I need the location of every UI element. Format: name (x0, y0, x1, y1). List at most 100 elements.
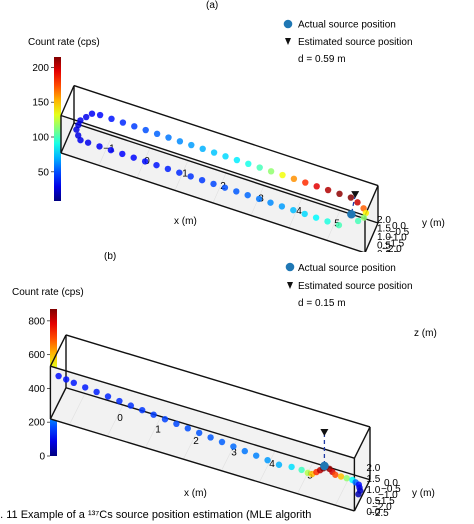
b-estimated-source-marker (320, 428, 329, 436)
b-floor-grid (69, 393, 86, 425)
a-trajectory-point (324, 218, 331, 225)
b-box-edge (353, 426, 371, 459)
b-colorbar-tick-label: 200 (28, 418, 45, 429)
a-trajectory-point (255, 195, 263, 203)
b-trajectory-point (70, 379, 78, 387)
a-trajectory-point (198, 176, 206, 184)
a-trajectory-point (199, 145, 206, 152)
b-trajectory-point (82, 384, 89, 391)
b-trajectory-point (288, 463, 295, 471)
a-box-edge (60, 114, 366, 217)
a-floor-grid (326, 210, 341, 241)
b-colorbar-tick-label: 0 (39, 452, 45, 463)
a-trajectory-point (141, 158, 149, 165)
b-trajectory-point (230, 443, 237, 450)
a-trajectory-point (130, 154, 137, 161)
panel-b-axes-box (49, 334, 371, 512)
a-trajectory-point (188, 141, 195, 149)
b-trajectory-point (332, 471, 339, 478)
b-y-tick-label: −0.5 (381, 484, 401, 495)
b-trajectory-point (184, 425, 191, 432)
a-trajectory-point (233, 156, 241, 164)
panel-b-legend-actual-marker (285, 262, 295, 272)
b-trajectory-point (150, 411, 157, 418)
a-box-edge (60, 122, 75, 154)
b-z-tick-label: 1.0 (366, 485, 380, 496)
b-box-edge (353, 479, 371, 512)
b-y-tick-label: −1.0 (378, 490, 398, 501)
panel-a-label: (a) (206, 0, 218, 11)
a-trajectory-point (279, 171, 286, 179)
b-trajectory-point (127, 402, 134, 409)
a-trajectory-point (301, 210, 308, 218)
a-trajectory-point (165, 134, 172, 141)
b-trajectory-point (355, 491, 362, 498)
panel-b-label: (b) (104, 252, 116, 262)
a-trajectory-point (84, 139, 92, 146)
b-trajectory-point (275, 461, 283, 468)
a-trajectory-point (75, 132, 82, 139)
a-actual-source-marker (347, 209, 356, 219)
panel-b-legend-estimated: Estimated source position (298, 281, 413, 292)
b-y-tick-label: −1.5 (375, 496, 395, 507)
a-z-tick-label: 0.5 (377, 240, 391, 251)
a-trajectory-point (347, 194, 355, 201)
b-trajectory-point (93, 388, 100, 396)
b-y-tick-label: −2.0 (372, 502, 392, 513)
panel-b-y-axis-label: y (m) (412, 488, 435, 499)
panel-b-z-axis-label: z (m) (414, 328, 437, 339)
a-x-tick-label: 4 (296, 206, 302, 217)
a-box-edge (73, 84, 379, 187)
b-actual-source-marker (320, 461, 329, 471)
panel-b-colorbar-title: Count rate (cps) (12, 287, 84, 298)
b-box-edge (65, 334, 371, 428)
a-trajectory-point (244, 191, 251, 199)
a-floor-grid (212, 172, 227, 203)
b-x-tick-label: 3 (231, 448, 237, 459)
a-y-tick-label: −2.0 (382, 244, 402, 252)
a-trajectory-point (324, 186, 332, 194)
b-trajectory-point (116, 397, 123, 405)
b-trajectory-point (298, 466, 305, 474)
a-y-tick-label: 0.0 (392, 221, 406, 232)
a-z-tick-label: 0.0 (377, 249, 391, 252)
a-z-tick-label: 2.0 (377, 215, 391, 226)
panel-a-y-axis-label: y (m) (422, 218, 445, 229)
panel-b-legend-actual: Actual source position (298, 263, 396, 274)
panel-a-trajectory-points (73, 110, 370, 229)
a-trajectory-point (119, 119, 127, 126)
b-box-edge (65, 387, 371, 481)
a-box-edge (60, 152, 365, 252)
a-y-tick-label: −1.0 (387, 233, 407, 244)
a-trajectory-point (302, 179, 309, 186)
a-floor-grid (174, 160, 189, 191)
a-z-tick-label: 1.0 (377, 232, 391, 243)
a-trajectory-point (312, 214, 320, 221)
a-z-tick-label: 1.5 (377, 223, 391, 234)
b-floor-grid (107, 404, 124, 437)
a-colorbar-tick-label: 50 (38, 167, 50, 178)
a-y-tick-label: −2.5 (380, 250, 400, 252)
a-colorbar-tick-label: 150 (32, 98, 49, 109)
b-trajectory-point (253, 452, 260, 459)
b-box-edge (50, 418, 355, 512)
panel-a-legend-distance: d = 0.59 m (298, 54, 346, 65)
a-box-edge (60, 85, 75, 116)
b-colorbar-tick-label: 400 (28, 384, 45, 395)
b-z-tick-label: 0.5 (366, 496, 380, 507)
a-trajectory-point (119, 150, 126, 158)
b-box-edge (49, 334, 67, 367)
panel-a-colorbar-title: Count rate (cps) (28, 37, 100, 48)
b-trajectory-point (139, 406, 146, 414)
a-trajectory-point (267, 168, 275, 175)
a-trajectory-point (210, 149, 218, 156)
panel-b-estimated-source (320, 428, 329, 471)
a-trajectory-point (335, 221, 343, 229)
b-colorbar-tick-label: 800 (28, 316, 45, 327)
panel-a-colorbar: 50 100 150 200 (32, 57, 61, 201)
a-colorbar-bar (54, 57, 61, 201)
panel-b-legend-distance: d = 0.15 m (298, 298, 346, 309)
a-trajectory-point (187, 173, 194, 180)
a-trajectory-point (153, 161, 160, 169)
